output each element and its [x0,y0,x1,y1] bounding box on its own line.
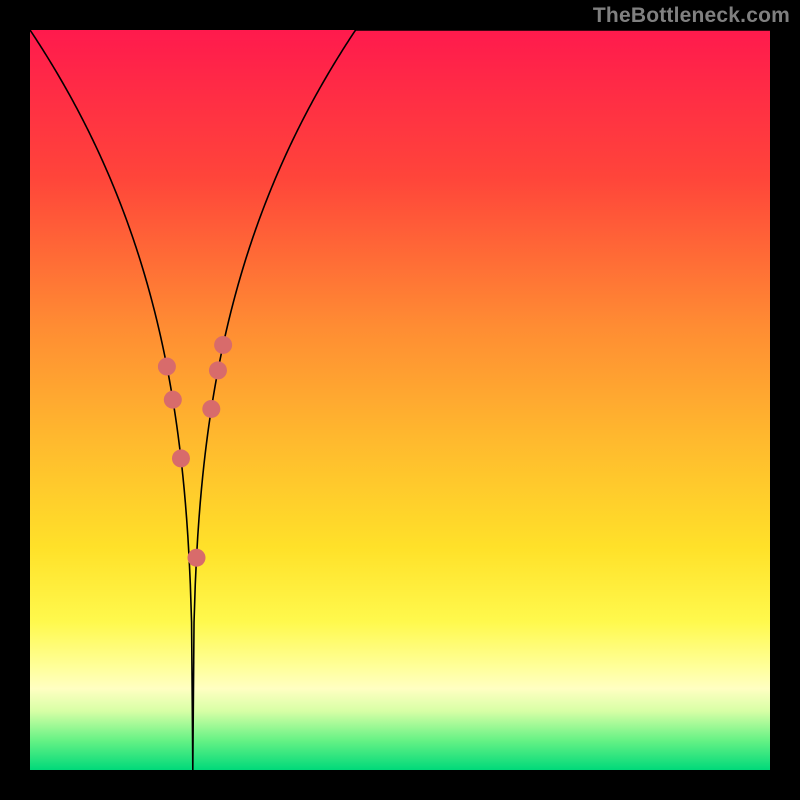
plot-area [30,30,770,770]
valley-marker [202,400,220,418]
valley-marker [164,391,182,409]
valley-marker [209,361,227,379]
chart-frame: TheBottleneck.com [0,0,800,800]
valley-marker [188,549,206,567]
watermark-text: TheBottleneck.com [593,4,790,28]
valley-marker [158,358,176,376]
valley-marker [214,336,232,354]
chart-svg [30,30,770,770]
bottleneck-curve [30,30,770,770]
valley-marker [172,449,190,467]
